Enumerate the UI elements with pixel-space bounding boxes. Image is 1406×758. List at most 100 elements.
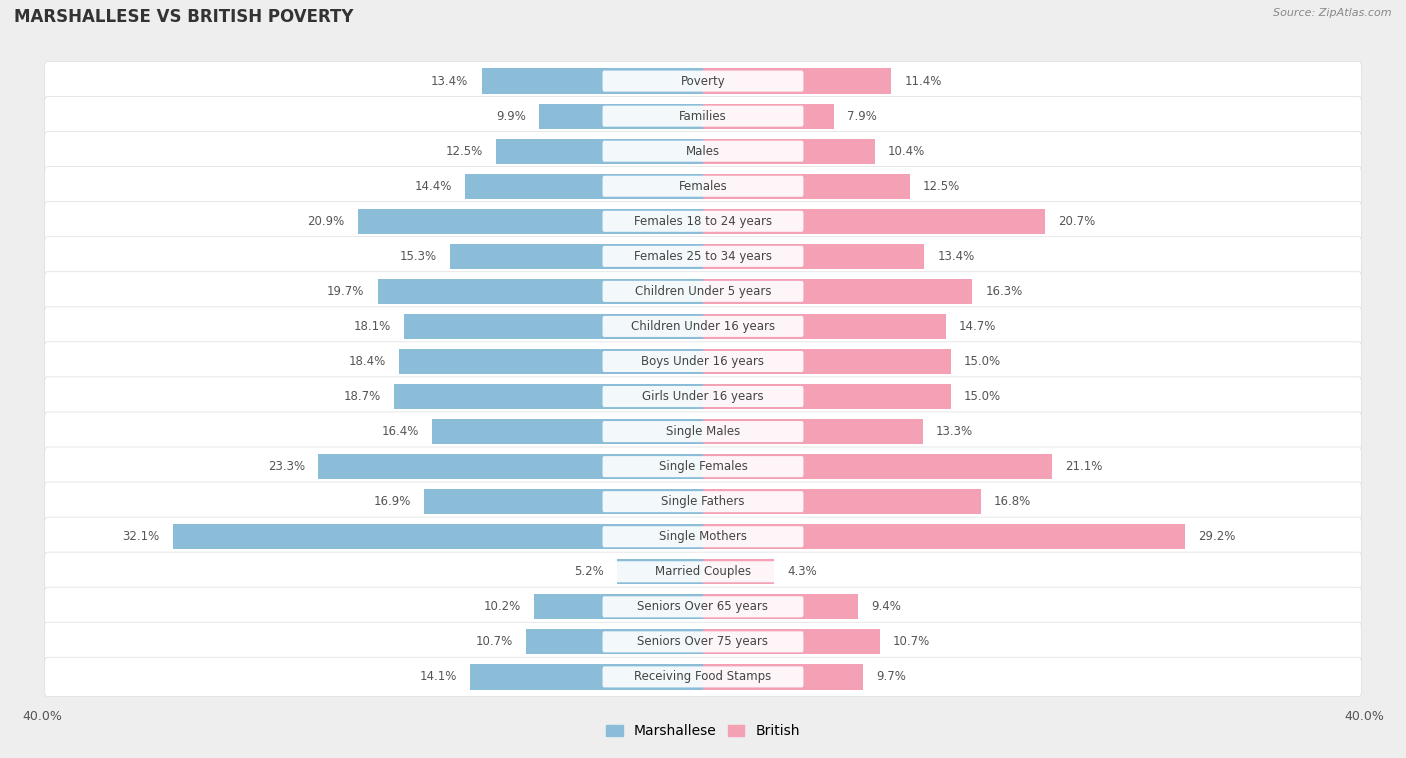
Text: 10.4%: 10.4% — [889, 145, 925, 158]
Text: Females 18 to 24 years: Females 18 to 24 years — [634, 215, 772, 228]
Text: 20.7%: 20.7% — [1059, 215, 1095, 228]
Text: Married Couples: Married Couples — [655, 565, 751, 578]
Bar — [703, 244, 924, 269]
Bar — [450, 244, 703, 269]
Text: Females 25 to 34 years: Females 25 to 34 years — [634, 250, 772, 263]
FancyBboxPatch shape — [603, 70, 803, 92]
Text: 21.1%: 21.1% — [1064, 460, 1102, 473]
Text: 13.4%: 13.4% — [432, 74, 468, 88]
FancyBboxPatch shape — [45, 552, 1361, 591]
Bar — [496, 139, 703, 164]
Text: 29.2%: 29.2% — [1198, 530, 1236, 543]
Text: Seniors Over 65 years: Seniors Over 65 years — [637, 600, 769, 613]
Text: 10.2%: 10.2% — [484, 600, 522, 613]
Bar — [703, 208, 1045, 234]
Text: 11.4%: 11.4% — [904, 74, 942, 88]
FancyBboxPatch shape — [45, 61, 1361, 101]
Text: Seniors Over 75 years: Seniors Over 75 years — [637, 635, 769, 648]
Bar — [404, 314, 703, 339]
FancyBboxPatch shape — [603, 491, 803, 512]
FancyBboxPatch shape — [603, 246, 803, 267]
Bar — [378, 279, 703, 304]
Bar — [540, 104, 703, 129]
FancyBboxPatch shape — [603, 421, 803, 442]
FancyBboxPatch shape — [45, 202, 1361, 241]
FancyBboxPatch shape — [45, 342, 1361, 381]
Text: Girls Under 16 years: Girls Under 16 years — [643, 390, 763, 403]
Text: 19.7%: 19.7% — [328, 285, 364, 298]
Text: 14.4%: 14.4% — [415, 180, 451, 193]
Bar — [703, 104, 834, 129]
FancyBboxPatch shape — [603, 105, 803, 127]
FancyBboxPatch shape — [603, 631, 803, 653]
Bar — [482, 68, 703, 94]
Text: 15.0%: 15.0% — [965, 355, 1001, 368]
Bar — [394, 384, 703, 409]
FancyBboxPatch shape — [45, 307, 1361, 346]
Text: 4.3%: 4.3% — [787, 565, 817, 578]
Text: 32.1%: 32.1% — [122, 530, 159, 543]
Text: 18.4%: 18.4% — [349, 355, 385, 368]
FancyBboxPatch shape — [603, 351, 803, 372]
FancyBboxPatch shape — [45, 132, 1361, 171]
Text: 7.9%: 7.9% — [846, 110, 876, 123]
FancyBboxPatch shape — [603, 561, 803, 582]
Bar — [703, 68, 891, 94]
Text: Families: Families — [679, 110, 727, 123]
Text: 13.3%: 13.3% — [936, 425, 973, 438]
Bar — [465, 174, 703, 199]
FancyBboxPatch shape — [45, 96, 1361, 136]
Bar — [703, 489, 980, 514]
Text: 20.9%: 20.9% — [308, 215, 344, 228]
FancyBboxPatch shape — [45, 412, 1361, 451]
Text: 12.5%: 12.5% — [446, 145, 484, 158]
Text: 5.2%: 5.2% — [574, 565, 605, 578]
Text: 10.7%: 10.7% — [893, 635, 931, 648]
Text: 18.1%: 18.1% — [353, 320, 391, 333]
Text: 9.4%: 9.4% — [872, 600, 901, 613]
Text: 9.9%: 9.9% — [496, 110, 526, 123]
Bar — [703, 664, 863, 690]
FancyBboxPatch shape — [603, 176, 803, 197]
Text: 14.7%: 14.7% — [959, 320, 997, 333]
Bar — [703, 139, 875, 164]
Text: MARSHALLESE VS BRITISH POVERTY: MARSHALLESE VS BRITISH POVERTY — [14, 8, 353, 26]
Text: Females: Females — [679, 180, 727, 193]
FancyBboxPatch shape — [603, 386, 803, 407]
Bar — [703, 314, 946, 339]
Bar — [703, 349, 950, 374]
Text: Boys Under 16 years: Boys Under 16 years — [641, 355, 765, 368]
FancyBboxPatch shape — [45, 587, 1361, 626]
Bar — [703, 454, 1052, 479]
Bar — [357, 208, 703, 234]
FancyBboxPatch shape — [45, 272, 1361, 311]
Text: 13.4%: 13.4% — [938, 250, 974, 263]
Bar — [432, 419, 703, 444]
Text: Poverty: Poverty — [681, 74, 725, 88]
Text: Source: ZipAtlas.com: Source: ZipAtlas.com — [1274, 8, 1392, 17]
FancyBboxPatch shape — [603, 141, 803, 161]
FancyBboxPatch shape — [45, 236, 1361, 276]
Bar — [703, 524, 1185, 550]
Bar — [173, 524, 703, 550]
Text: Children Under 5 years: Children Under 5 years — [634, 285, 772, 298]
Text: 15.3%: 15.3% — [399, 250, 437, 263]
FancyBboxPatch shape — [45, 657, 1361, 697]
Bar — [617, 559, 703, 584]
FancyBboxPatch shape — [45, 622, 1361, 662]
Text: Receiving Food Stamps: Receiving Food Stamps — [634, 670, 772, 684]
Text: 16.9%: 16.9% — [373, 495, 411, 508]
Bar — [399, 349, 703, 374]
Text: Males: Males — [686, 145, 720, 158]
Bar — [526, 629, 703, 654]
Bar — [703, 629, 880, 654]
FancyBboxPatch shape — [603, 456, 803, 477]
FancyBboxPatch shape — [45, 482, 1361, 522]
FancyBboxPatch shape — [603, 666, 803, 688]
Bar — [703, 384, 950, 409]
Legend: Marshallese, British: Marshallese, British — [600, 719, 806, 744]
Text: 10.7%: 10.7% — [475, 635, 513, 648]
Text: 18.7%: 18.7% — [343, 390, 381, 403]
Text: 14.1%: 14.1% — [419, 670, 457, 684]
FancyBboxPatch shape — [603, 281, 803, 302]
